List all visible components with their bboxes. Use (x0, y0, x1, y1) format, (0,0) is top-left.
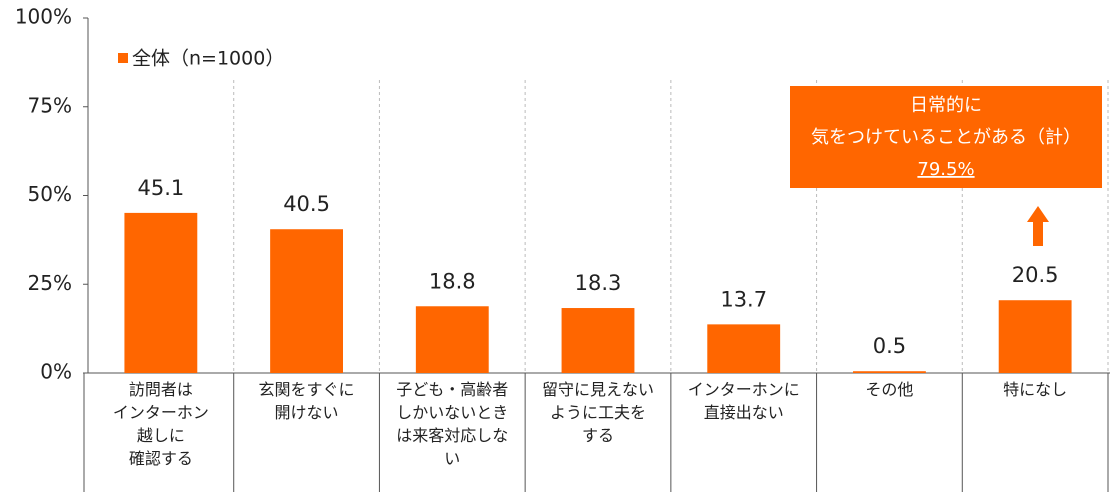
x-tick-label: その他 (865, 380, 914, 399)
bar (270, 229, 343, 373)
data-label: 20.5 (1012, 263, 1059, 287)
y-tick-label: 75% (28, 93, 72, 117)
legend-label: 全体（n=1000） (132, 48, 284, 70)
data-label: 0.5 (873, 334, 906, 358)
data-label: 18.3 (575, 271, 622, 295)
data-label: 40.5 (283, 192, 330, 216)
bar (998, 300, 1072, 373)
x-tick-label: 玄関をすぐに 開けない (258, 380, 355, 422)
y-tick-label: 50% (28, 182, 72, 206)
x-tick-label: 子ども・高齢者 しかいないとき は来客対応しな い (396, 380, 509, 468)
x-tick-label: 特になし (1003, 380, 1068, 399)
bar (853, 371, 926, 373)
data-label: 45.1 (137, 176, 184, 200)
annotation-box (790, 86, 1102, 188)
y-tick-label: 100% (15, 5, 72, 29)
annotation-text: 日常的に (910, 95, 982, 116)
y-tick-label: 0% (40, 360, 72, 384)
legend-swatch (118, 53, 128, 63)
x-tick-label: インターホンに 直接出ない (687, 380, 800, 422)
annotation-text: 79.5% (917, 159, 974, 180)
x-tick-label: 留守に見えない ように工夫を する (541, 380, 654, 445)
arrow (1027, 206, 1049, 246)
bar (561, 308, 635, 373)
x-tick-label: 訪問者は インターホン 越しに 確認する (112, 380, 209, 468)
annotation-text: 気をつけていることがある（計） (811, 127, 1081, 148)
bar (415, 306, 489, 373)
bar (707, 324, 781, 373)
bar (124, 212, 198, 373)
y-tick-label: 25% (28, 271, 72, 295)
data-label: 13.7 (720, 287, 767, 311)
data-label: 18.8 (429, 269, 476, 293)
